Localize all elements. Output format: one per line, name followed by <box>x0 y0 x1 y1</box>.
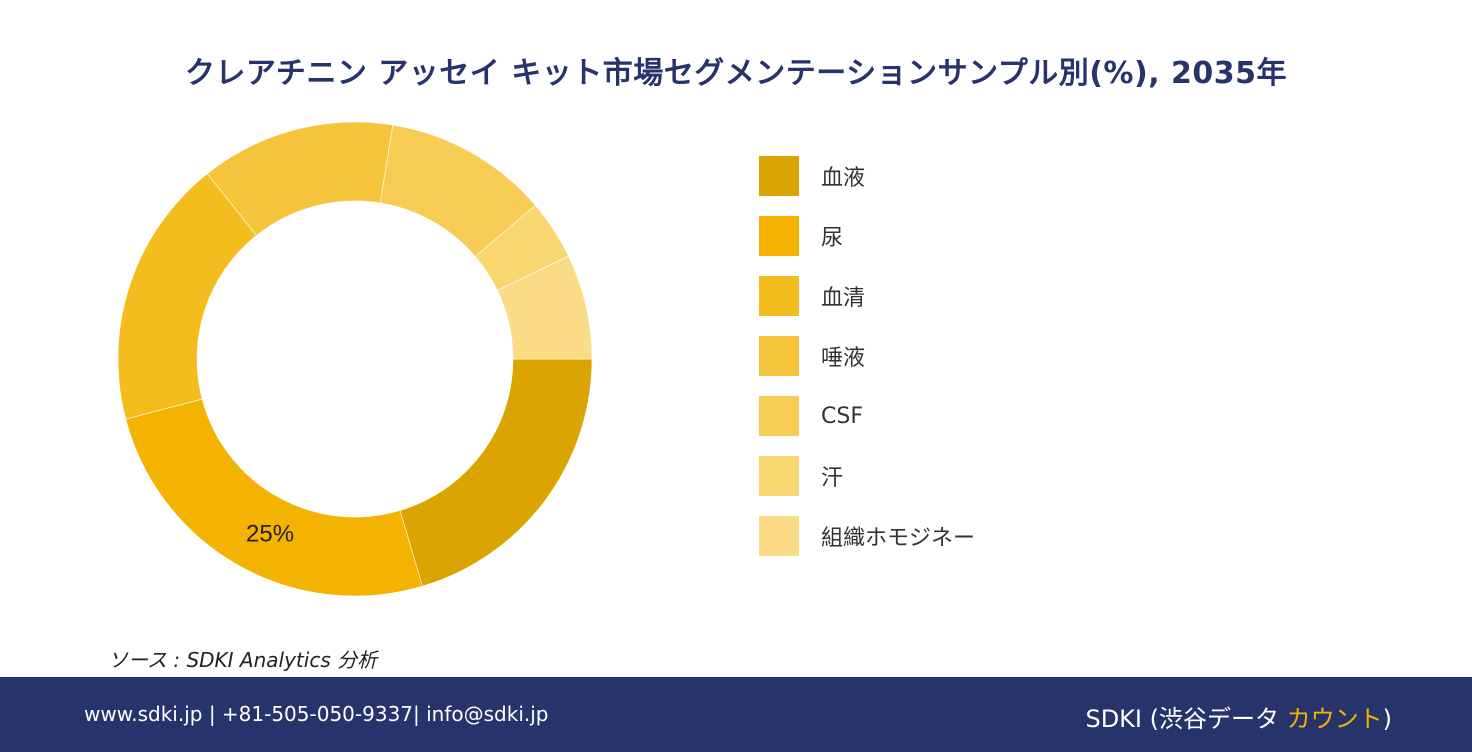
legend-label: 汗 <box>821 466 844 491</box>
chart-legend: 血液尿血清唾液 CSF 汗組織ホモジネー <box>759 156 975 576</box>
legend-item: 血液 <box>759 156 975 196</box>
brand-logo: SDKI (渋谷データ カウント) <box>1085 699 1392 734</box>
legend-swatch <box>759 516 799 556</box>
donut-slice-2 <box>117 173 257 420</box>
legend-item: CSF <box>759 396 975 436</box>
brand-accent: カウント <box>1286 705 1383 733</box>
donut-slice-6 <box>496 255 593 360</box>
source-note: ソース : SDKI Analytics 分析 <box>108 648 378 672</box>
legend-label: 血液 <box>821 166 866 191</box>
brand-prefix: SDKI (渋谷データ <box>1085 705 1287 733</box>
legend-item: 組織ホモジネー <box>759 516 975 556</box>
legend-label: 尿 <box>821 226 844 251</box>
donut-chart: 25% <box>117 121 593 597</box>
legend-label: 組織ホモジネー <box>821 526 976 551</box>
legend-item: 尿 <box>759 216 975 256</box>
donut-slice-0 <box>399 358 593 587</box>
legend-swatch <box>759 216 799 256</box>
legend-swatch <box>759 276 799 316</box>
legend-swatch <box>759 456 799 496</box>
legend-swatch <box>759 396 799 436</box>
legend-swatch <box>759 336 799 376</box>
contact-info: www.sdki.jp | +81-505-050-9337| info@sdk… <box>84 702 549 726</box>
legend-label: 血清 <box>821 286 866 311</box>
legend-label: CSF <box>821 403 863 429</box>
legend-item: 唾液 <box>759 336 975 376</box>
brand-suffix: ) <box>1382 705 1392 733</box>
chart-title: クレアチニン アッセイ キット市場セグメンテーションサンプル別(%), 2035… <box>184 56 1288 91</box>
legend-item: 汗 <box>759 456 975 496</box>
legend-label: 唾液 <box>821 346 866 371</box>
legend-item: 血清 <box>759 276 975 316</box>
donut-slice-1 <box>125 398 423 597</box>
data-label-1: 25% <box>246 520 294 547</box>
footer-bar: www.sdki.jp | +81-505-050-9337| info@sdk… <box>0 677 1472 752</box>
legend-swatch <box>759 156 799 196</box>
